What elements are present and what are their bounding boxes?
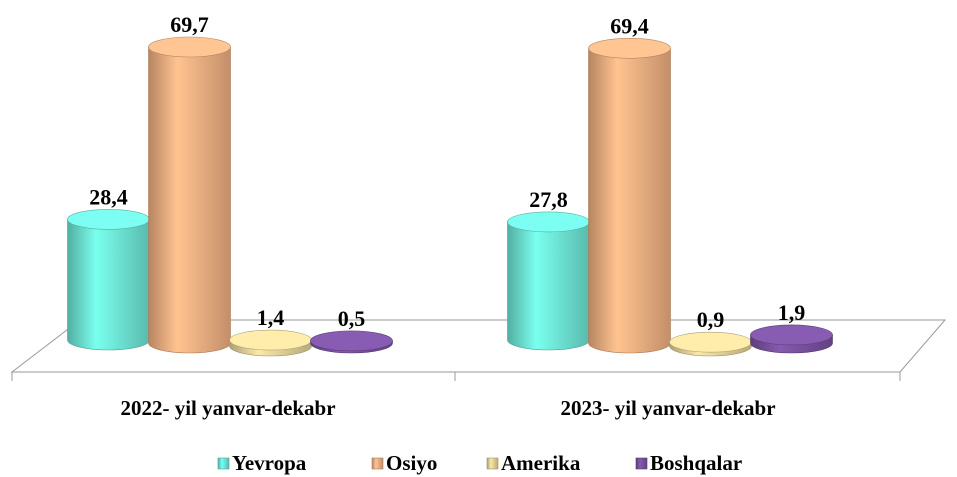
legend-label: Boshqalar: [650, 451, 742, 475]
cylinder-top: [310, 330, 393, 352]
cylinder-top: [669, 331, 752, 353]
cylinder: [588, 37, 671, 354]
legend-label: Amerika: [501, 451, 581, 475]
legend-swatch: [635, 457, 648, 470]
cylinder: [507, 211, 590, 351]
value-label: 1,4: [257, 305, 285, 330]
cylinder: [148, 36, 231, 354]
category-label: 2023- yil yanvar-dekabr: [560, 396, 775, 420]
value-label: 69,7: [170, 12, 209, 37]
legend-label: Osiyo: [386, 451, 437, 475]
cylinder-body: [507, 221, 590, 351]
value-label: 27,8: [529, 187, 568, 212]
cylinder-top: [67, 209, 150, 230]
value-label: 69,4: [610, 13, 649, 38]
cylinder-body: [148, 46, 231, 354]
legend-swatch: [371, 457, 384, 470]
value-label: 28,4: [89, 184, 128, 209]
cylinder-top: [588, 37, 671, 59]
legend-swatch: [217, 457, 230, 470]
legend-label: Yevropa: [232, 451, 307, 475]
cylinder-top: [229, 329, 312, 351]
legend-swatch: [486, 457, 499, 470]
cylinder-top: [148, 36, 231, 58]
cylinder: [67, 209, 150, 351]
cylinder: [229, 329, 312, 357]
cylinder-top: [507, 211, 590, 233]
value-label: 0,9: [697, 307, 725, 332]
category-label: 2022- yil yanvar-dekabr: [120, 396, 335, 420]
cylinder-body: [67, 219, 150, 351]
cylinder: [750, 324, 833, 354]
cylinder-top: [750, 324, 833, 346]
cylinder-body: [588, 47, 671, 354]
cylinder: [669, 331, 752, 357]
cylinder: [310, 330, 393, 354]
value-label: 1,9: [778, 300, 806, 325]
value-label: 0,5: [338, 306, 366, 331]
